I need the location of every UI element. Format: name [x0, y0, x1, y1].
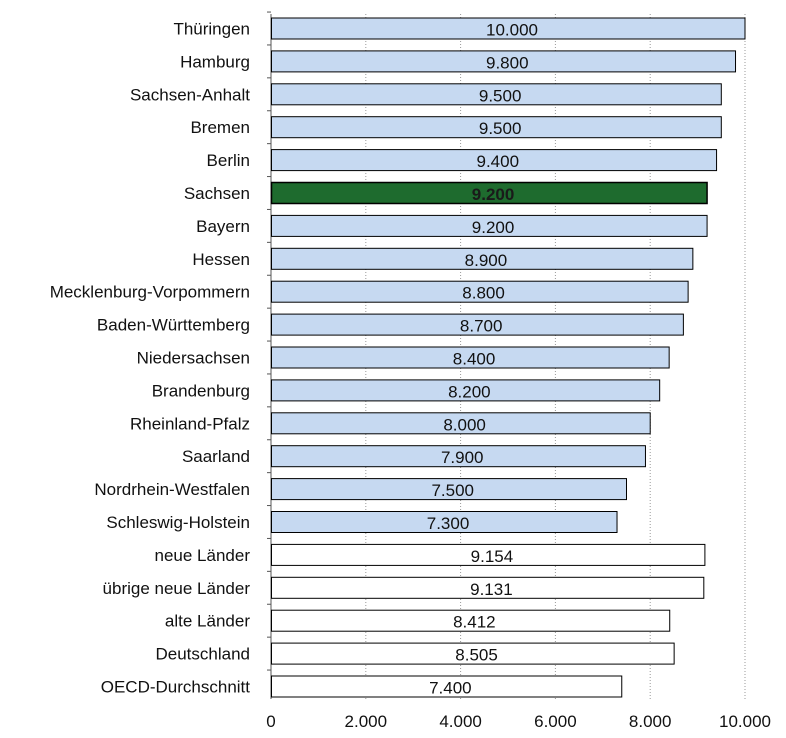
category-labels: Thüringen Hamburg Sachsen-Anhalt Bremen Berl… [50, 20, 251, 697]
bar-Brandenburg [271, 379, 661, 402]
x-tick-label: 6.000 [534, 712, 577, 731]
bar-Bayern [271, 214, 708, 237]
bar-alte Länder [271, 609, 671, 632]
category-label: Thüringen [173, 20, 250, 39]
value-label: 9.500 [479, 86, 522, 105]
category-label: Bremen [190, 118, 250, 137]
bar-Sachsen-Anhalt [271, 83, 722, 106]
bar-Bremen [271, 116, 722, 139]
x-tick-label: 8.000 [629, 712, 672, 731]
x-tick-label: 0 [266, 712, 275, 731]
category-label: OECD-Durchschnitt [101, 678, 251, 697]
category-label: Sachsen [184, 184, 250, 203]
category-label: Deutschland [155, 645, 250, 664]
bar-Schleswig-Holstein [271, 511, 618, 533]
x-tick-labels: 0 2.000 4.000 6.000 8.000 10.000 [266, 712, 771, 731]
bar-Sachsen [270, 181, 708, 205]
bar-Baden-Württemberg [271, 313, 684, 336]
category-label: Berlin [207, 151, 250, 170]
value-label: 8.400 [453, 350, 496, 369]
value-label: 9.500 [479, 119, 522, 138]
value-label: 8.505 [455, 646, 498, 665]
category-label: übrige neue Länder [103, 579, 251, 598]
value-label: 8.800 [462, 284, 505, 303]
bar-Mecklenburg-Vorpommern [271, 280, 689, 303]
value-label: 9.154 [471, 547, 514, 566]
category-label: Hessen [192, 250, 250, 269]
x-tick-label: 10.000 [719, 712, 771, 731]
category-label: Brandenburg [152, 381, 250, 400]
value-label: 8.412 [453, 613, 496, 632]
value-label: 9.400 [477, 152, 520, 171]
category-label: Saarland [182, 447, 250, 466]
category-label: Rheinland-Pfalz [130, 414, 250, 433]
value-label: 8.000 [443, 415, 486, 434]
value-label: 10.000 [486, 21, 538, 40]
value-label: 8.200 [448, 382, 491, 401]
category-label: Schleswig-Holstein [106, 513, 250, 532]
x-tick-label: 2.000 [345, 712, 388, 731]
category-label: Mecklenburg-Vorpommern [50, 283, 250, 302]
x-tick-label: 4.000 [439, 712, 482, 731]
category-label: Nordrhein-Westfalen [94, 480, 250, 499]
value-label: 7.300 [427, 514, 470, 533]
category-label: Hamburg [180, 52, 250, 71]
bar-Rheinland-Pfalz [271, 412, 651, 435]
category-label: alte Länder [165, 612, 250, 631]
category-label: neue Länder [155, 546, 251, 565]
bar-übrige neue Länder [271, 576, 705, 599]
bar-Nordrhein-Westfalen [271, 478, 627, 501]
bar-Saarland [271, 445, 646, 468]
value-label: 7.900 [441, 448, 484, 467]
bar-Berlin [271, 149, 718, 172]
value-label: 7.500 [431, 481, 474, 500]
value-label: 7.400 [429, 679, 472, 698]
category-label: Baden-Württemberg [97, 316, 250, 335]
value-label: 9.200 [472, 218, 515, 237]
value-labels: 10.000 9.800 9.500 9.500 9.400 9.200 9.200 8.90… [427, 21, 538, 698]
value-label: 9.800 [486, 53, 529, 72]
bar-Deutschland [271, 642, 675, 665]
category-label: Niedersachsen [137, 349, 250, 368]
bar-Thüringen [271, 17, 746, 40]
bar-Hamburg [271, 50, 737, 73]
value-label: 8.700 [460, 317, 503, 336]
value-label: 8.900 [465, 251, 508, 270]
value-label: 9.131 [470, 580, 513, 599]
category-label: Sachsen-Anhalt [130, 85, 250, 104]
bar-OECD-Durchschnitt [271, 675, 623, 698]
bar-neue Länder [271, 543, 706, 566]
category-label: Bayern [196, 217, 250, 236]
bar-Hessen [271, 247, 694, 270]
bars [270, 17, 746, 698]
bar-Niedersachsen [271, 346, 670, 369]
value-label: 9.200 [472, 185, 515, 204]
